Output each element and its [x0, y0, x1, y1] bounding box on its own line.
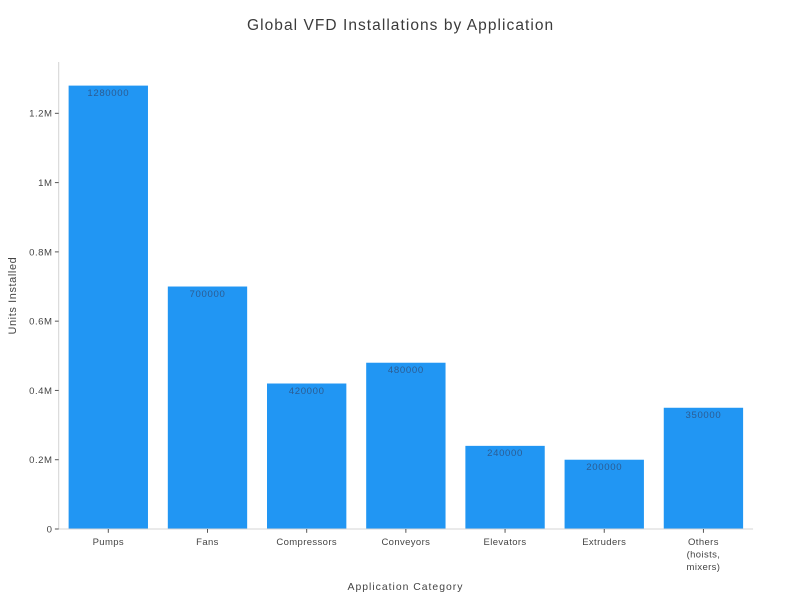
svg-text:Application Category: Application Category — [348, 582, 464, 593]
svg-text:Pumps: Pumps — [93, 537, 124, 548]
svg-text:350000: 350000 — [685, 410, 721, 421]
svg-text:0: 0 — [47, 524, 53, 535]
svg-text:700000: 700000 — [190, 289, 226, 300]
svg-text:Others: Others — [688, 537, 719, 548]
svg-text:Extruders: Extruders — [582, 537, 626, 548]
svg-text:Units Installed: Units Installed — [7, 257, 19, 335]
svg-text:0.4M: 0.4M — [29, 386, 52, 397]
svg-text:240000: 240000 — [487, 448, 523, 459]
svg-text:480000: 480000 — [388, 365, 424, 376]
svg-text:420000: 420000 — [289, 386, 325, 397]
svg-text:1.2M: 1.2M — [29, 109, 52, 120]
svg-text:Elevators: Elevators — [484, 537, 527, 548]
svg-text:1280000: 1280000 — [87, 88, 129, 99]
svg-text:Conveyors: Conveyors — [381, 537, 430, 548]
svg-text:(hoists,: (hoists, — [687, 549, 721, 560]
svg-text:0.2M: 0.2M — [29, 455, 52, 466]
svg-text:0.8M: 0.8M — [29, 247, 52, 258]
svg-text:0.6M: 0.6M — [29, 317, 52, 328]
svg-text:Compressors: Compressors — [276, 537, 337, 548]
svg-text:1M: 1M — [38, 178, 52, 189]
svg-text:mixers): mixers) — [687, 562, 721, 573]
svg-text:Global VFD Installations by Ap: Global VFD Installations by Application — [247, 17, 554, 34]
svg-text:Fans: Fans — [196, 537, 219, 548]
svg-text:200000: 200000 — [586, 462, 622, 473]
